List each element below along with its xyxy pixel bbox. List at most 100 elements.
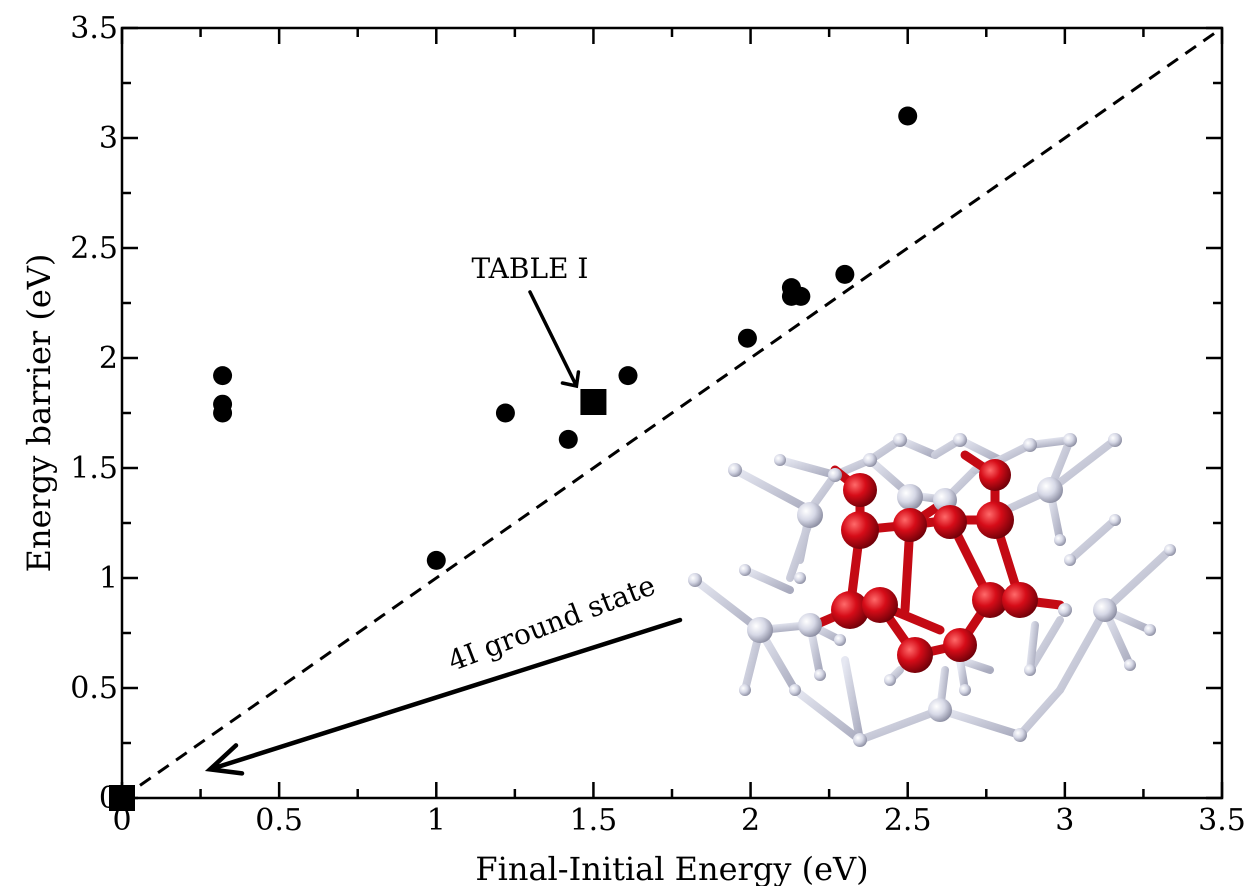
x-axis-title: Final-Initial Energy (eV) bbox=[475, 850, 868, 886]
gray-atom bbox=[893, 433, 907, 447]
gray-bond bbox=[1026, 621, 1039, 674]
gray-atom bbox=[1023, 438, 1037, 452]
x-tick-labels: 0 0.5 1 1.5 2 2.5 3 3.5 bbox=[112, 803, 1245, 838]
gray-bond bbox=[791, 686, 864, 744]
data-point-circle bbox=[213, 366, 233, 386]
gray-bond bbox=[786, 516, 814, 582]
red-atom bbox=[943, 628, 977, 662]
data-points bbox=[109, 106, 918, 811]
gray-bond bbox=[1056, 606, 1109, 694]
gray-bond bbox=[956, 656, 994, 674]
gray-bond bbox=[741, 566, 794, 594]
gray-atom bbox=[797, 502, 823, 528]
gray-atom bbox=[853, 733, 867, 747]
data-point-square bbox=[109, 785, 135, 811]
y-tick-label: 0.5 bbox=[70, 671, 118, 706]
gray-atom bbox=[1063, 433, 1077, 447]
gray-atom bbox=[1058, 603, 1072, 617]
gray-atom bbox=[774, 454, 786, 466]
annotation-arrow-ground-state bbox=[204, 617, 683, 776]
y-tick-label: 2.5 bbox=[70, 231, 118, 266]
gray-atom bbox=[794, 572, 806, 584]
red-atom bbox=[897, 637, 933, 673]
gray-atom bbox=[959, 684, 971, 696]
gray-atom bbox=[834, 634, 846, 646]
gray-atom bbox=[1064, 554, 1076, 566]
y-tick-label: 1 bbox=[99, 561, 118, 596]
gray-bond bbox=[841, 656, 864, 744]
x-tick-label: 2.5 bbox=[884, 803, 932, 838]
y-tick-label: 3.5 bbox=[70, 11, 118, 46]
red-atom bbox=[893, 508, 927, 542]
gray-atom bbox=[863, 453, 877, 467]
gray-atom bbox=[739, 684, 751, 696]
x-tick-label: 0 bbox=[112, 803, 131, 838]
x-tick-label: 3.5 bbox=[1198, 803, 1246, 838]
gray-bond bbox=[936, 706, 1024, 739]
gray-atom bbox=[1109, 514, 1121, 526]
y-tick-label: 3 bbox=[99, 121, 118, 156]
gray-atom bbox=[828, 468, 842, 482]
data-point-circle bbox=[495, 403, 515, 423]
x-tick-label: 1.5 bbox=[570, 803, 618, 838]
gray-atom bbox=[1144, 624, 1156, 636]
gray-atom bbox=[1013, 728, 1027, 742]
data-point-square bbox=[580, 389, 607, 415]
red-atom bbox=[976, 501, 1014, 539]
x-tick-label: 2 bbox=[741, 803, 760, 838]
gray-atom bbox=[1024, 664, 1036, 676]
gray-bond bbox=[856, 706, 944, 744]
gray-atom bbox=[953, 433, 967, 447]
gray-atom bbox=[897, 484, 923, 510]
red-atom bbox=[841, 511, 879, 549]
gray-bond bbox=[776, 456, 839, 479]
gray-bond bbox=[691, 576, 764, 634]
gray-bond bbox=[731, 466, 814, 514]
annotation-arrow-table-i bbox=[528, 290, 581, 389]
gray-atom bbox=[1164, 544, 1176, 556]
y-axis-title: Energy barrier (eV) bbox=[20, 254, 58, 573]
gray-atom bbox=[1124, 659, 1136, 671]
annotation-table-i: TABLE I bbox=[472, 252, 589, 285]
plot-frame bbox=[120, 26, 1224, 800]
gray-bond bbox=[956, 436, 1004, 464]
data-point-circle bbox=[835, 264, 855, 284]
gray-atom bbox=[747, 617, 773, 643]
gray-atom bbox=[928, 698, 952, 722]
gray-bond bbox=[1066, 516, 1119, 564]
red-atom bbox=[862, 587, 898, 623]
data-point-circle bbox=[618, 366, 638, 386]
gray-atom bbox=[789, 684, 801, 696]
data-point-circle bbox=[898, 106, 918, 126]
x-tick-label: 3 bbox=[1055, 803, 1074, 838]
data-point-circle bbox=[737, 328, 757, 348]
gray-atom bbox=[1093, 598, 1117, 622]
red-atom bbox=[843, 473, 877, 507]
gray-bond bbox=[1046, 436, 1119, 494]
gray-atom bbox=[688, 573, 702, 587]
red-atom bbox=[1002, 582, 1038, 618]
y-tick-label: 2 bbox=[99, 341, 118, 376]
gray-bond bbox=[1026, 616, 1064, 674]
red-atom bbox=[831, 591, 869, 629]
data-point-circle bbox=[426, 550, 446, 570]
data-point-circle bbox=[558, 429, 578, 449]
reference-diagonal-line bbox=[121, 26, 1223, 800]
y-tick-label: 1.5 bbox=[70, 451, 118, 486]
gray-atom bbox=[884, 674, 896, 686]
red-atom bbox=[972, 582, 1008, 618]
gray-atom bbox=[728, 463, 742, 477]
gray-atom bbox=[1108, 433, 1122, 447]
molecular-structure-inset bbox=[688, 433, 1176, 747]
x-tick-label: 0.5 bbox=[255, 803, 303, 838]
gray-atom bbox=[1037, 477, 1063, 503]
data-point-circle bbox=[213, 403, 233, 423]
red-atom bbox=[933, 505, 967, 539]
gray-atom bbox=[798, 613, 822, 637]
gray-atom bbox=[739, 564, 751, 576]
gray-bond bbox=[1016, 686, 1064, 739]
gray-atom bbox=[1054, 534, 1066, 546]
data-point-circle bbox=[791, 286, 811, 306]
red-atom bbox=[979, 459, 1011, 491]
